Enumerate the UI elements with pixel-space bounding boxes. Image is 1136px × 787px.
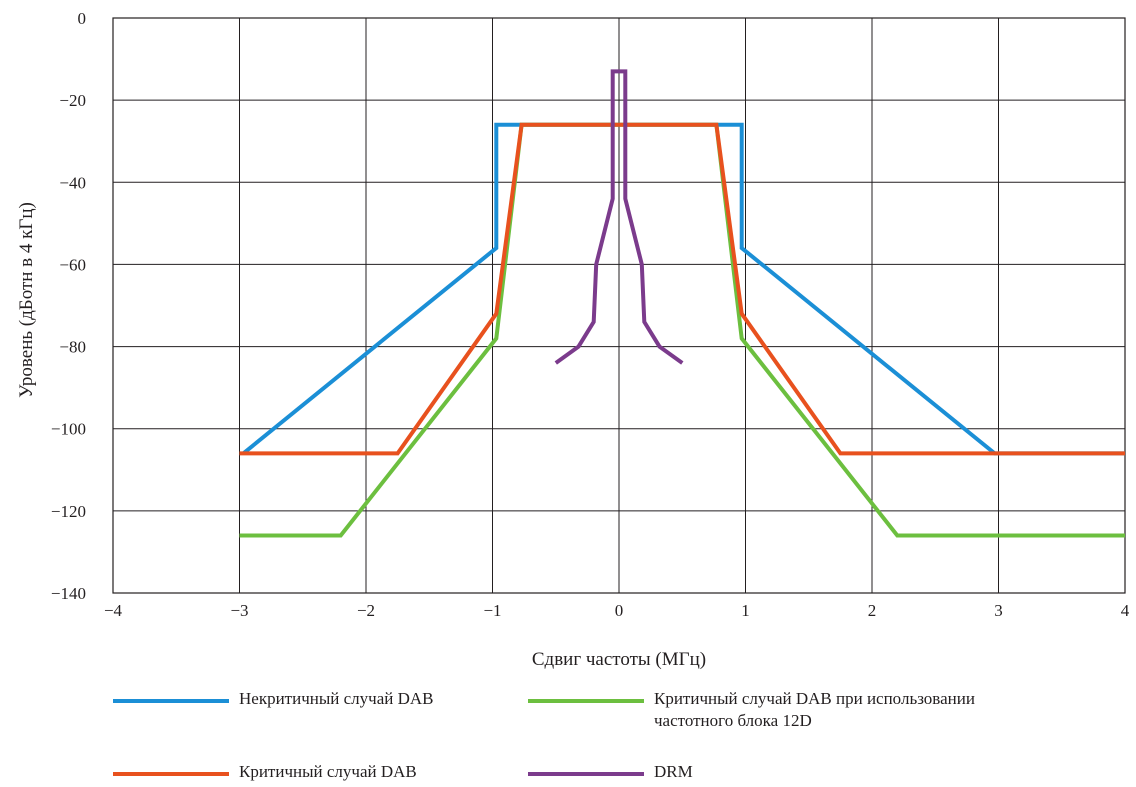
x-tick-label: −4 bbox=[104, 601, 123, 620]
series-group bbox=[239, 69, 1125, 538]
y-axis-title: Уровень (дБотн в 4 кГц) bbox=[16, 202, 37, 398]
x-tick-label: 2 bbox=[868, 601, 877, 620]
x-tick-label: 4 bbox=[1121, 601, 1130, 620]
y-tick-label: −60 bbox=[59, 255, 86, 274]
y-tick-label: −100 bbox=[51, 420, 86, 439]
x-tick-label: −1 bbox=[483, 601, 501, 620]
x-tick-label: 3 bbox=[994, 601, 1003, 620]
series-drm bbox=[554, 69, 684, 365]
y-tick-label: −80 bbox=[59, 338, 86, 357]
y-tick-label: 0 bbox=[78, 9, 87, 28]
x-axis-title: Сдвиг частоты (МГц) bbox=[532, 649, 706, 670]
y-tick-label: −40 bbox=[59, 173, 86, 192]
x-tick-label: 1 bbox=[741, 601, 750, 620]
y-tick-label: −140 bbox=[51, 584, 86, 603]
x-tick-label: 0 bbox=[615, 601, 624, 620]
x-tick-label: −3 bbox=[230, 601, 248, 620]
series-critical-dab bbox=[239, 122, 1125, 456]
x-tick-label: −2 bbox=[357, 601, 375, 620]
y-tick-label: −120 bbox=[51, 502, 86, 521]
tick-labels: −4 −3 −2 −1 0 1 2 3 4 0 −20 −40 −60 −80 −100 −120 −140 bbox=[51, 9, 1130, 620]
grid bbox=[113, 18, 1125, 593]
y-tick-label: −20 bbox=[59, 91, 86, 110]
